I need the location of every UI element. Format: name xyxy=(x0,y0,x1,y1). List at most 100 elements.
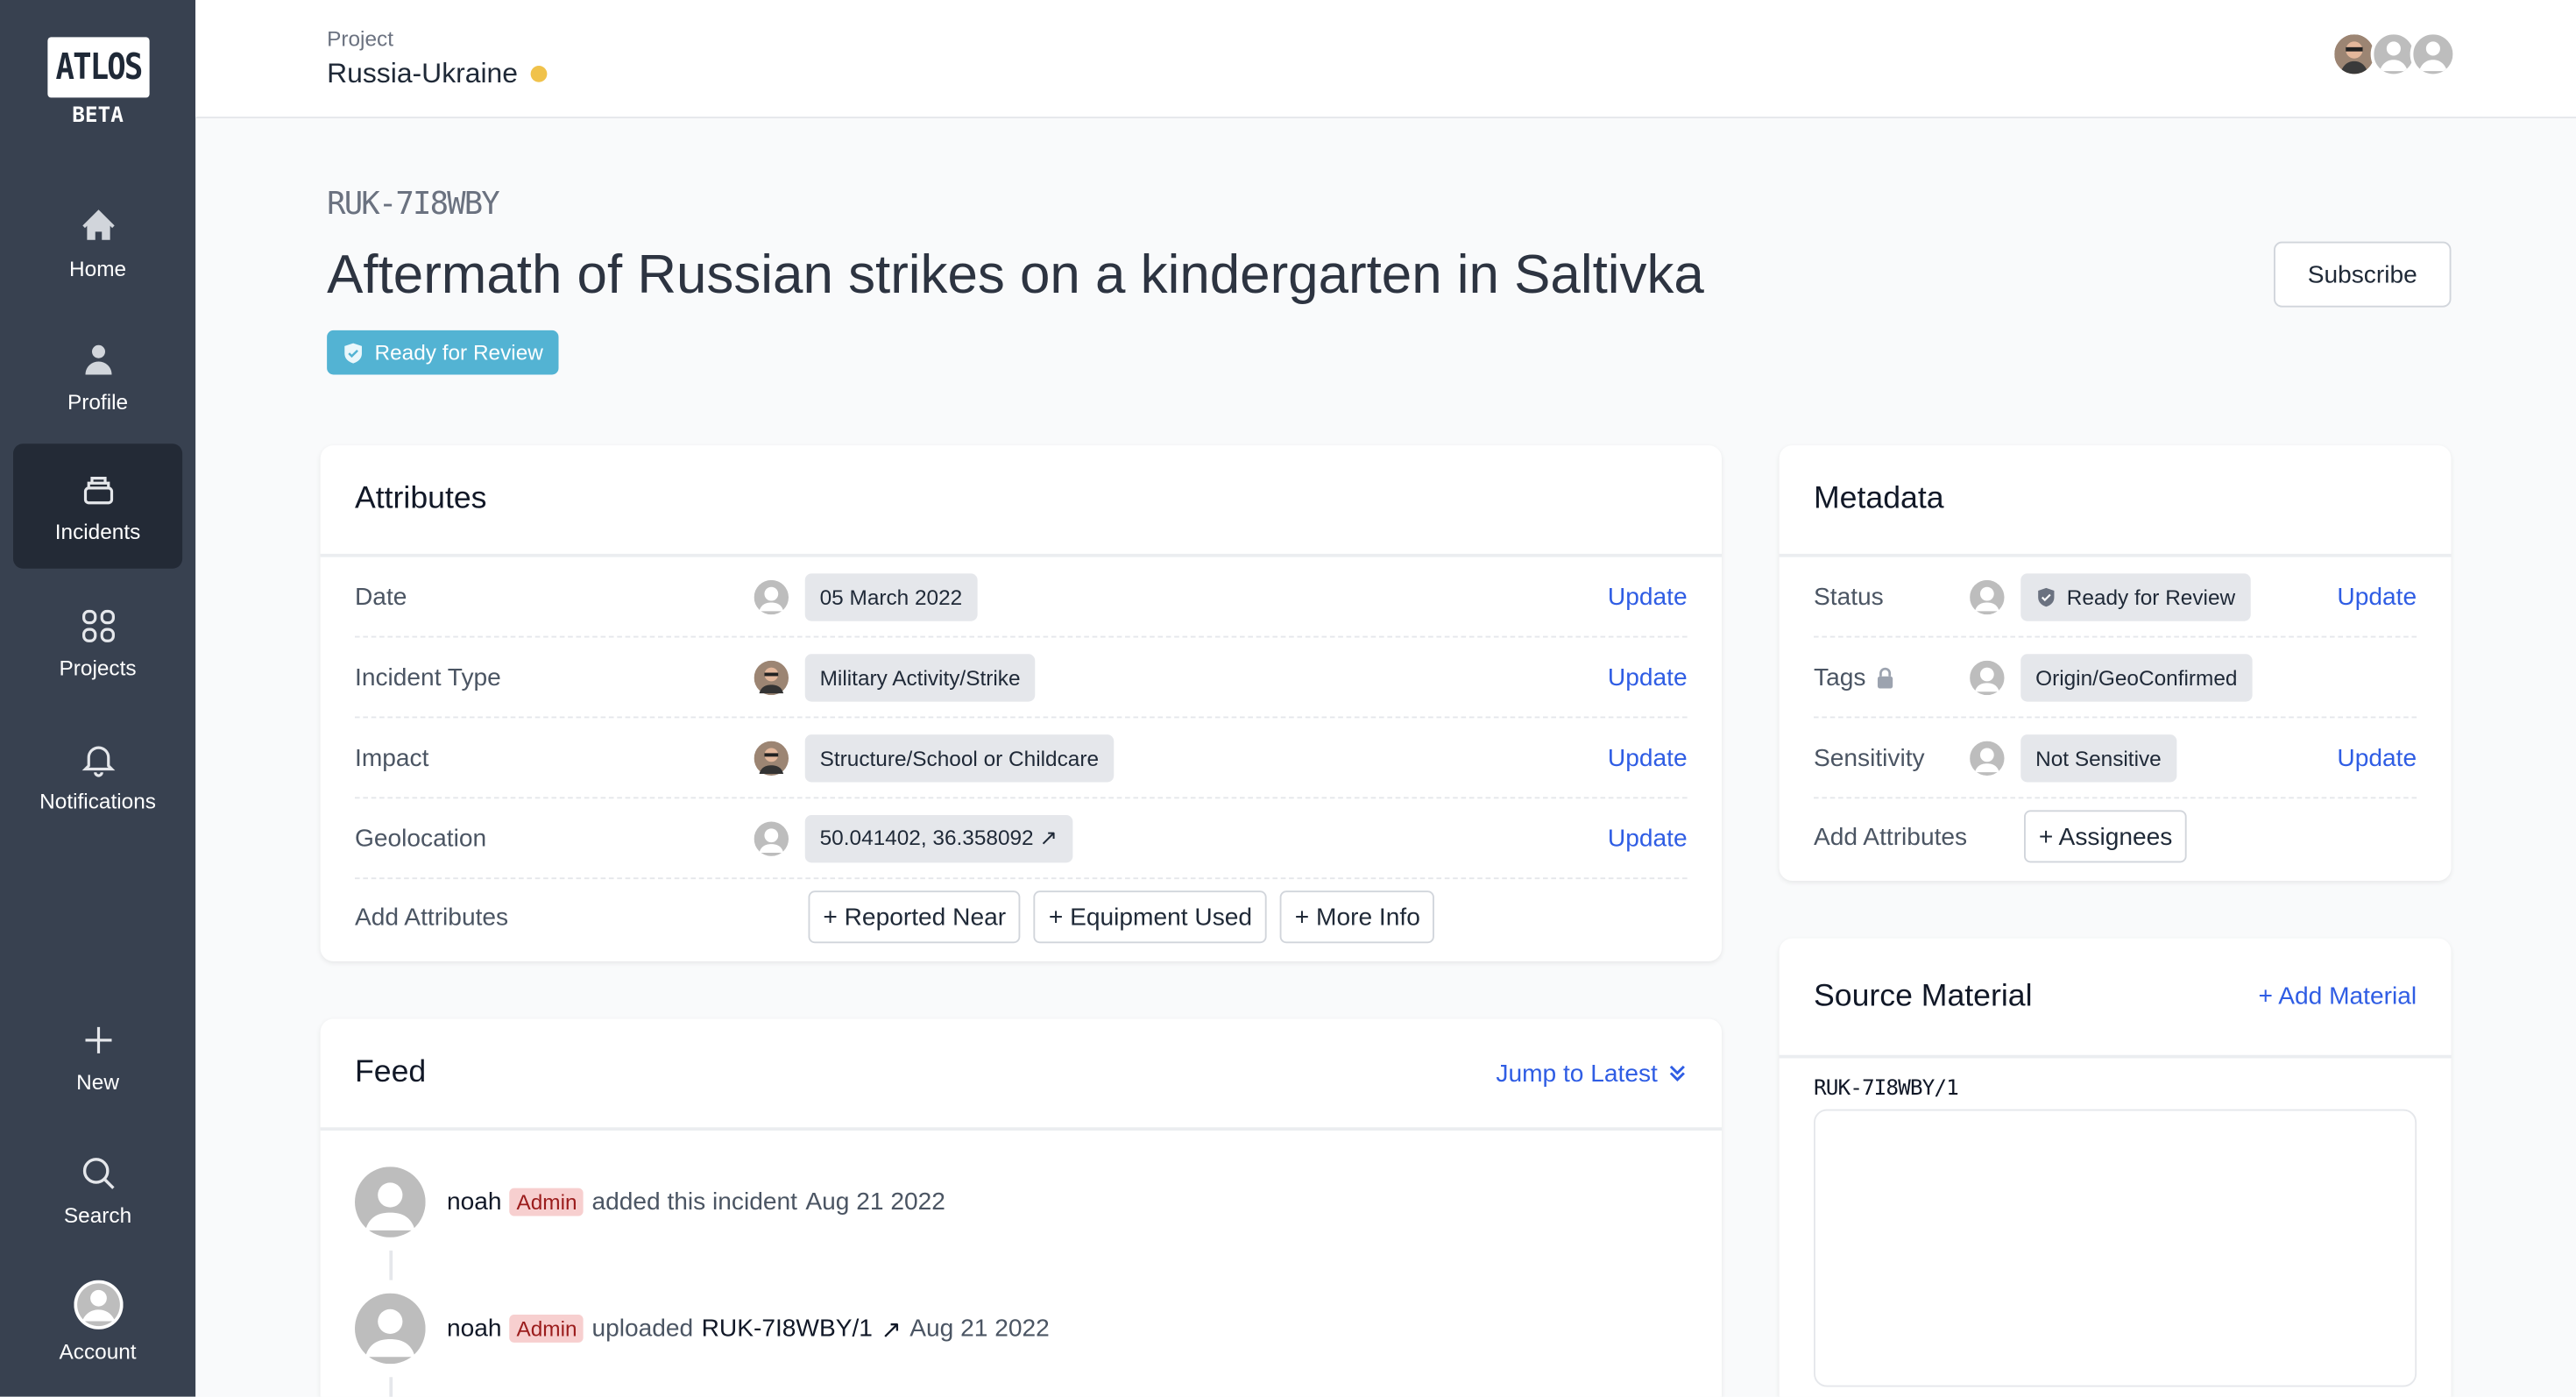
add-assignees-button[interactable]: + Assignees xyxy=(2024,810,2188,863)
user-avatar[interactable] xyxy=(2370,31,2417,78)
attribute-label: Impact xyxy=(355,743,429,772)
grid-icon xyxy=(81,608,115,642)
metadata-card: Metadata Status Ready for Review Update … xyxy=(1779,445,2452,881)
sidebar-item-incidents[interactable]: Incidents xyxy=(13,443,183,569)
status-badge-text: Ready for Review xyxy=(374,340,543,365)
sidebar-item-projects[interactable]: Projects xyxy=(13,580,182,706)
metadata-label: Sensitivity xyxy=(1814,743,1925,772)
add-attributes-row: Add Attributes + Assignees xyxy=(1814,798,2417,874)
jump-to-latest-text: Jump to Latest xyxy=(1496,1059,1658,1088)
inbox-stack-icon xyxy=(82,476,113,504)
feed-item: noah Admin uploaded RUK-7I8WBY/1 ↗ Aug 2… xyxy=(355,1293,1050,1365)
project-name[interactable]: Russia-Ukraine xyxy=(327,58,548,91)
sidebar-item-label: Incidents xyxy=(54,518,141,543)
status-chip: Ready for Review xyxy=(2020,572,2251,620)
metadata-row-status: Status Ready for Review Update xyxy=(1814,557,2417,638)
source-media-preview[interactable] xyxy=(1814,1109,2417,1387)
incident-id: RUK-7I8WBY xyxy=(327,185,500,223)
metadata-label: Tags xyxy=(1814,663,1866,691)
update-impact-link[interactable]: Update xyxy=(1607,743,1688,772)
add-attributes-row: Add Attributes + Reported Near + Equipme… xyxy=(355,879,1688,954)
add-material-link[interactable]: + Add Material xyxy=(2258,982,2417,1011)
user-avatar-icon xyxy=(754,578,789,614)
user-icon xyxy=(84,344,111,374)
user-photo-icon xyxy=(754,740,789,776)
add-attributes-label: Add Attributes xyxy=(1814,822,1968,851)
attribute-label: Incident Type xyxy=(355,663,501,691)
add-reported-near-button[interactable]: + Reported Near xyxy=(808,890,1021,944)
subscriber-avatars xyxy=(2331,31,2457,78)
plus-icon xyxy=(84,1025,111,1053)
source-material-card: Source Material + Add Material RUK-7I8WB… xyxy=(1779,938,2452,1397)
update-status-link[interactable]: Update xyxy=(2337,582,2417,611)
attributes-card: Attributes Date 05 March 2022 Update Inc… xyxy=(320,445,1722,961)
search-icon xyxy=(81,1157,114,1188)
add-more-info-button[interactable]: + More Info xyxy=(1279,890,1435,944)
source-item-id[interactable]: RUK-7I8WBY/1 xyxy=(1814,1076,1959,1102)
sidebar-item-profile[interactable]: Profile xyxy=(13,314,182,439)
user-avatar-icon xyxy=(1970,578,2005,614)
attribute-row-impact: Impact Structure/School or Childcare Upd… xyxy=(355,718,1688,799)
sidebar-item-account[interactable]: Account xyxy=(13,1259,182,1384)
feed-media-link[interactable]: RUK-7I8WBY/1 xyxy=(701,1315,873,1343)
timeline-connector xyxy=(389,1250,393,1280)
sidebar-item-label: Notifications xyxy=(39,788,156,813)
sidebar-item-new[interactable]: New xyxy=(13,994,182,1119)
top-header: Project Russia-Ukraine xyxy=(195,0,2576,118)
update-sensitivity-link[interactable]: Update xyxy=(2337,743,2417,772)
incident-title: Aftermath of Russian strikes on a kinder… xyxy=(327,243,1704,304)
feed-username[interactable]: noah xyxy=(447,1188,502,1216)
attribute-value: 05 March 2022 xyxy=(804,572,978,620)
sidebar-item-search[interactable]: Search xyxy=(13,1127,182,1252)
shield-check-icon xyxy=(2038,586,2055,606)
attribute-row-geolocation: Geolocation 50.041402, 36.358092 ↗ Updat… xyxy=(355,798,1688,880)
feed-title: Feed xyxy=(355,1054,427,1090)
timeline-connector xyxy=(389,1377,393,1397)
user-avatar-icon xyxy=(355,1167,426,1237)
bell-icon xyxy=(81,745,115,777)
feed-text: added this incident xyxy=(591,1188,797,1216)
attributes-title: Attributes xyxy=(355,481,487,516)
project-label: Project xyxy=(327,26,394,52)
status-badge: Ready for Review xyxy=(327,330,558,375)
sidebar: ATLOS BETA Home Profile Incidents Projec… xyxy=(0,0,196,1397)
jump-to-latest-link[interactable]: Jump to Latest xyxy=(1496,1059,1687,1087)
admin-badge: Admin xyxy=(509,1188,584,1216)
source-material-title: Source Material xyxy=(1814,978,2033,1013)
subscribe-button[interactable]: Subscribe xyxy=(2274,241,2452,308)
feed-date: Aug 21 2022 xyxy=(805,1188,945,1216)
shield-check-icon xyxy=(344,342,362,363)
atlos-logo[interactable]: ATLOS xyxy=(47,37,150,98)
external-link-icon: ↗ xyxy=(881,1315,902,1344)
user-photo-icon xyxy=(754,659,789,695)
beta-label: BETA xyxy=(72,103,124,129)
sidebar-item-notifications[interactable]: Notifications xyxy=(13,713,182,839)
user-photo-avatar[interactable] xyxy=(2331,31,2378,78)
admin-badge: Admin xyxy=(509,1315,584,1343)
update-date-link[interactable]: Update xyxy=(1607,582,1688,611)
user-avatar-icon xyxy=(1970,740,2005,776)
metadata-title: Metadata xyxy=(1814,481,1944,516)
account-avatar-icon xyxy=(73,1279,123,1329)
update-geolocation-link[interactable]: Update xyxy=(1607,824,1688,853)
add-equipment-used-button[interactable]: + Equipment Used xyxy=(1033,890,1267,944)
feed-text: uploaded xyxy=(591,1315,694,1343)
feed-item: noah Admin added this incident Aug 21 20… xyxy=(355,1167,945,1237)
attribute-label: Date xyxy=(355,582,407,611)
metadata-row-tags: Tags Origin/GeoConfirmed xyxy=(1814,638,2417,719)
update-incident-type-link[interactable]: Update xyxy=(1607,663,1688,691)
sidebar-item-home[interactable]: Home xyxy=(13,181,182,306)
chevron-double-down-icon xyxy=(1669,1065,1685,1081)
tag-chip: Origin/GeoConfirmed xyxy=(2020,653,2253,701)
project-color-dot xyxy=(531,66,548,82)
sidebar-item-label: Search xyxy=(63,1202,132,1227)
tags-label-group: Tags xyxy=(1814,663,1970,691)
feed-username[interactable]: noah xyxy=(447,1315,502,1343)
geolocation-link[interactable]: 50.041402, 36.358092 ↗ xyxy=(804,814,1072,862)
status-chip-text: Ready for Review xyxy=(2066,584,2236,609)
user-avatar-icon xyxy=(1970,659,2005,695)
user-avatar[interactable] xyxy=(2410,31,2457,78)
sidebar-item-label: Account xyxy=(59,1338,137,1364)
user-avatar-icon xyxy=(355,1293,426,1365)
add-attributes-label: Add Attributes xyxy=(355,903,509,932)
